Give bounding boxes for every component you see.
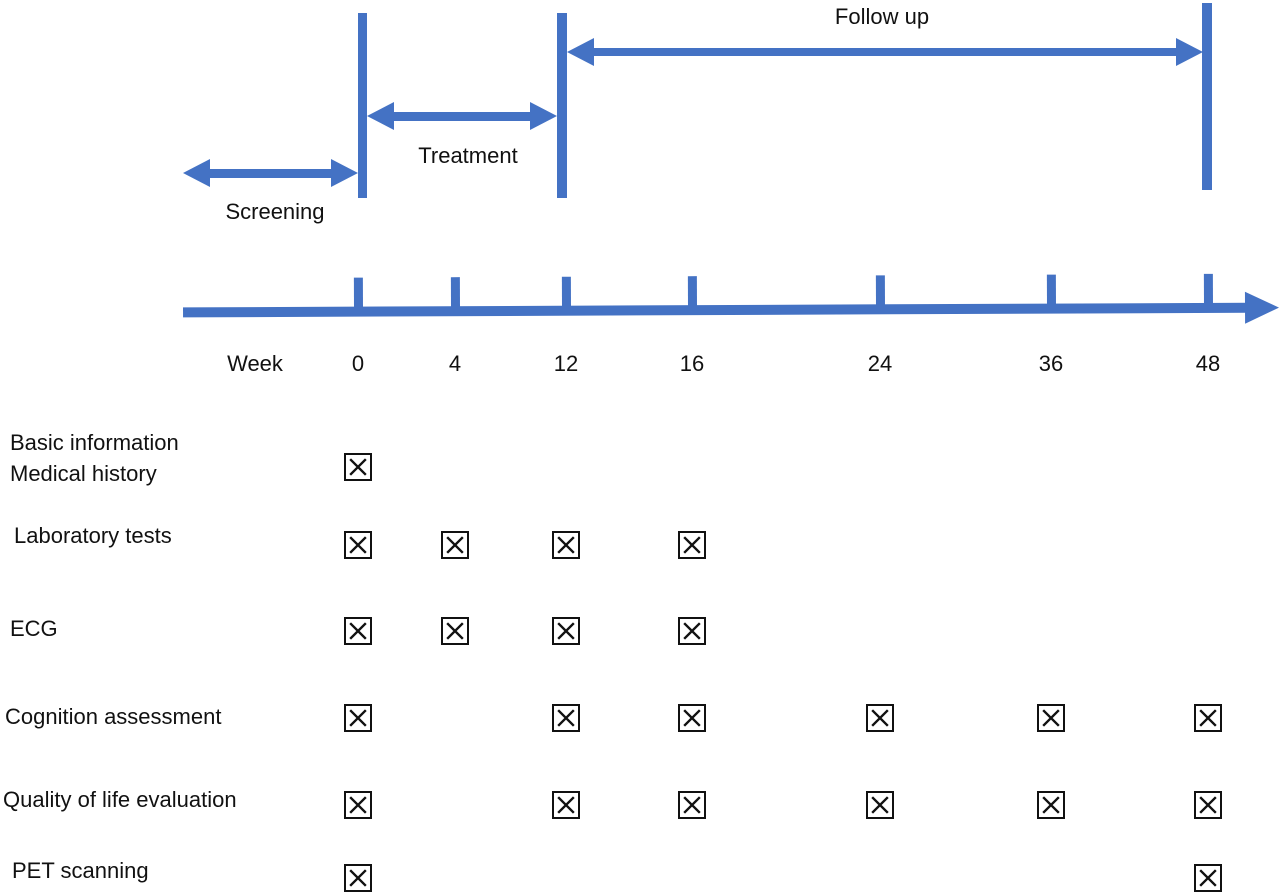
row-label: PET scanning: [12, 858, 149, 883]
week-number-label: 12: [553, 351, 579, 376]
arrowhead-right-icon: [331, 159, 358, 187]
row-label: Laboratory tests: [14, 523, 172, 548]
tick-group: [183, 270, 1279, 308]
crossed-checkbox-icon: [344, 704, 372, 732]
crossed-checkbox-icon: [344, 453, 372, 481]
crossed-checkbox-icon: [678, 791, 706, 819]
crossed-checkbox-icon: [344, 864, 372, 892]
week-tick: [353, 277, 364, 308]
milestone-bar-week12: [557, 13, 567, 198]
week-number-label: 36: [1038, 351, 1064, 376]
crossed-checkbox-icon: [344, 531, 372, 559]
screening-range-arrow: [183, 159, 358, 187]
arrow-shaft: [589, 47, 1181, 56]
milestone-bar-week48: [1202, 3, 1212, 190]
crossed-checkbox-icon: [1037, 704, 1065, 732]
week-tick: [687, 276, 698, 307]
crossed-checkbox-icon: [1194, 704, 1222, 732]
crossed-checkbox-icon: [344, 791, 372, 819]
week-tick: [561, 276, 572, 307]
crossed-checkbox-icon: [1037, 791, 1065, 819]
row-label: Basic information Medical history: [10, 430, 179, 486]
screening-phase-label: Screening: [225, 199, 325, 224]
crossed-checkbox-icon: [678, 617, 706, 645]
week-number-label: 0: [351, 351, 365, 376]
crossed-checkbox-icon: [1194, 864, 1222, 892]
followup-phase-label: Follow up: [834, 4, 930, 29]
week-number-label: 48: [1195, 351, 1221, 376]
crossed-checkbox-icon: [552, 704, 580, 732]
crossed-checkbox-icon: [344, 617, 372, 645]
axis-line: [183, 302, 1250, 318]
week-tick: [1046, 274, 1056, 305]
week-tick: [875, 275, 885, 306]
crossed-checkbox-icon: [552, 617, 580, 645]
treatment-phase-label: Treatment: [418, 143, 518, 168]
row-label: Cognition assessment: [5, 704, 222, 729]
crossed-checkbox-icon: [678, 531, 706, 559]
week-number-label: 24: [867, 351, 893, 376]
milestone-bar-week0: [358, 13, 367, 198]
timeline-axis: [183, 270, 1280, 331]
axis-arrowhead-icon: [1244, 291, 1280, 324]
crossed-checkbox-icon: [678, 704, 706, 732]
crossed-checkbox-icon: [866, 704, 894, 732]
crossed-checkbox-icon: [552, 791, 580, 819]
week-number-label: 4: [448, 351, 462, 376]
week-tick: [450, 277, 461, 308]
row-label: ECG: [10, 616, 58, 641]
crossed-checkbox-icon: [866, 791, 894, 819]
followup-range-arrow: [567, 37, 1203, 66]
crossed-checkbox-icon: [441, 531, 469, 559]
arrow-shaft: [389, 111, 535, 121]
row-label: Quality of life evaluation: [3, 787, 237, 812]
arrowhead-right-icon: [1176, 37, 1203, 66]
arrowhead-right-icon: [530, 102, 557, 130]
treatment-range-arrow: [367, 102, 557, 130]
crossed-checkbox-icon: [441, 617, 469, 645]
week-tick: [1203, 273, 1213, 304]
week-axis-label: Week: [227, 351, 283, 376]
crossed-checkbox-icon: [552, 531, 580, 559]
arrow-shaft: [205, 168, 336, 178]
week-number-label: 16: [679, 351, 705, 376]
crossed-checkbox-icon: [1194, 791, 1222, 819]
